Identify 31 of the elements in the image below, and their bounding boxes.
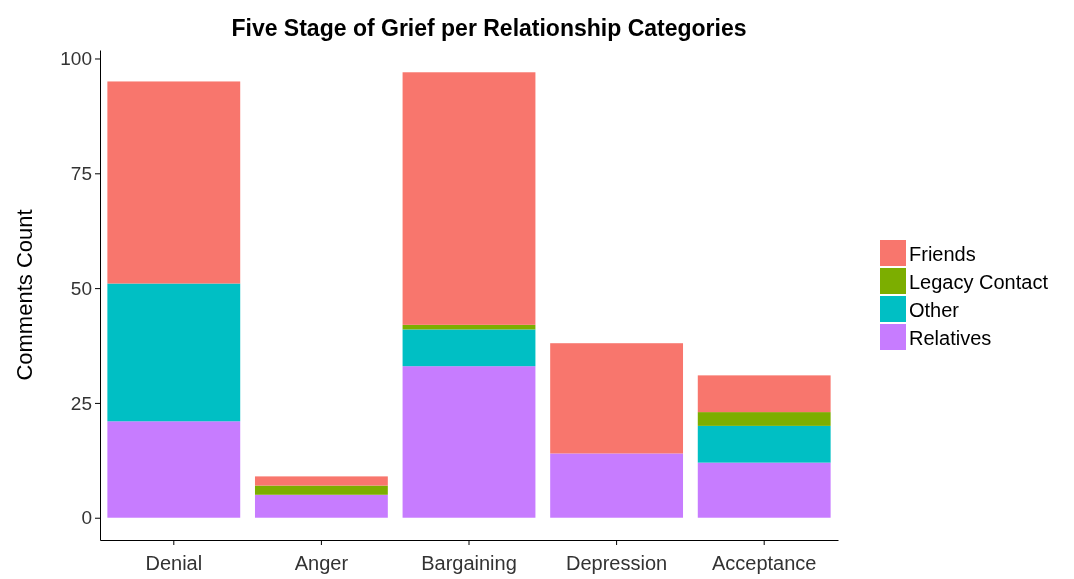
bar	[107, 81, 241, 284]
x-tick-label: Depression	[566, 552, 668, 574]
legend-label: Legacy Contact	[909, 271, 1049, 293]
bar	[107, 283, 241, 422]
chart-title: Five Stage of Grief per Relationship Categories	[231, 15, 747, 41]
bar	[254, 476, 388, 486]
bar	[402, 329, 536, 367]
bar	[107, 421, 241, 518]
bar	[550, 343, 684, 454]
y-tick-label: 0	[81, 507, 92, 529]
bar	[697, 462, 831, 518]
bar	[697, 425, 831, 463]
x-tick-label: Bargaining	[421, 552, 517, 574]
y-tick-label: 75	[70, 162, 92, 184]
bar	[697, 412, 831, 426]
y-axis-title: Comments Count	[12, 209, 37, 381]
x-tick-label: Acceptance	[711, 552, 817, 574]
y-tick-label: 50	[70, 277, 92, 299]
bar	[254, 485, 388, 495]
bar	[402, 366, 536, 518]
bar	[550, 453, 684, 518]
legend-label: Other	[909, 299, 960, 321]
x-tick-label: Denial	[145, 552, 203, 574]
bar	[402, 72, 536, 325]
y-tick-label: 25	[70, 392, 92, 414]
y-tick-label: 100	[60, 48, 92, 70]
legend-label: Friends	[909, 243, 976, 265]
bar	[697, 375, 831, 413]
x-tick-label: Anger	[294, 552, 349, 574]
legend-label: Relatives	[909, 327, 992, 349]
bar	[254, 494, 388, 518]
